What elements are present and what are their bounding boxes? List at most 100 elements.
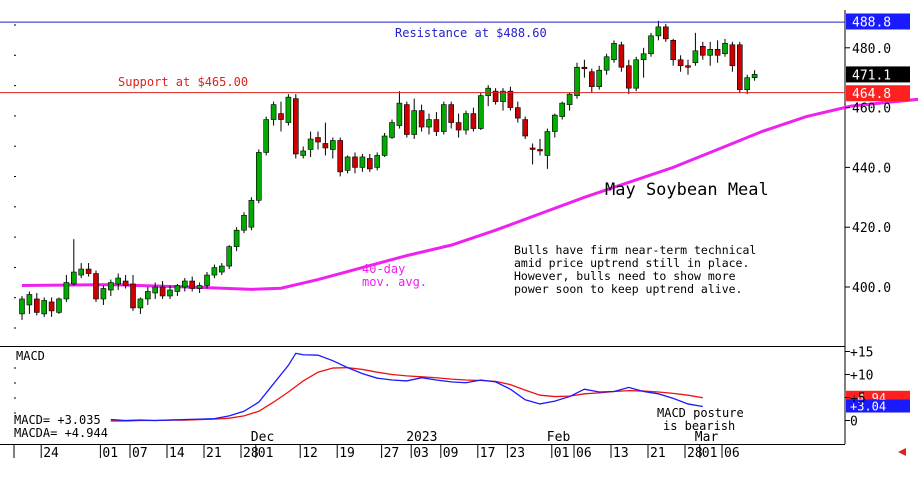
candle-body [78,268,84,276]
candle [196,282,203,293]
candle-body [63,282,70,300]
macd-panel: +4.94+3.04 [110,352,910,422]
candle-body [381,135,388,156]
macd-tick-label: +5 [850,392,866,407]
candle-body [670,40,677,61]
candle-body [108,282,114,291]
moving-average-line [21,97,918,291]
candle-body [182,280,188,288]
date-tick-label: 24 [43,446,59,461]
candle-body [714,48,721,56]
candle [670,38,677,66]
date-tick-label: 23 [509,446,525,461]
date-tick-label: 06 [576,446,592,461]
candle [655,20,662,41]
candle-body [574,66,580,96]
candle [71,239,77,286]
candle [714,40,721,63]
candle-body [529,147,536,150]
macd-flag: +3.04 [846,399,910,414]
candle [529,143,536,165]
candle [108,279,114,296]
candle [403,101,410,138]
candle-body [278,113,284,120]
candle-body [403,104,410,135]
macda-value-label: MACDA= +4.944 [14,426,108,440]
candle-body [492,90,499,102]
candle-body [463,113,469,131]
candle [63,275,70,302]
price-flag-box [846,13,910,30]
candle-body [692,50,699,64]
candle-body [418,110,425,128]
candle-body [648,35,654,55]
candle [411,98,418,139]
candle-body [219,265,225,273]
candle [219,263,225,276]
candle [448,101,455,129]
candle [477,92,484,131]
candle-body [736,44,743,90]
candle [344,155,351,174]
candle-body [26,294,33,306]
candle-body [448,104,455,123]
candle-body [263,119,270,153]
candle-body [329,140,336,150]
candle-body [470,113,477,129]
candle-body [285,96,292,123]
candle-body [677,59,684,67]
candle [544,128,551,169]
price-tick-label: 460.0 [852,102,891,117]
candle-body [596,69,603,87]
price-flag-box [846,66,910,83]
candle [85,263,92,277]
candle [381,133,388,157]
macd-tick-label: +15 [850,346,873,361]
candle [744,74,751,95]
price-flag: 471.1 [846,66,910,83]
candle [300,146,307,159]
candle [692,32,699,66]
candle-body [625,65,632,89]
candle-body [699,46,706,56]
candle-body [352,156,358,168]
date-tick-label: 12 [302,446,318,461]
candle-body [566,93,573,105]
candle [625,59,632,95]
candle [722,38,728,57]
date-tick-label: 19 [339,446,355,461]
candle [603,53,610,75]
date-tick-label: 21 [206,446,222,461]
candle [278,101,284,132]
candle-body [440,104,447,132]
candle-body [359,156,366,168]
candle-body [85,268,92,274]
candle [292,94,299,159]
candle [433,112,440,137]
price-tick-label: 440.0 [852,161,891,176]
price-flag-label: 464.8 [852,87,891,102]
candle-body [685,65,691,68]
candle [122,275,129,289]
candle [736,41,743,93]
candle [559,101,566,120]
candle-body [551,114,558,132]
candle-body [389,122,395,138]
price-flag: 488.8 [846,13,910,30]
candle-body [581,66,588,70]
scroll-left-arrow-icon[interactable] [898,448,906,456]
candle-body [115,277,121,285]
candle-body [159,286,166,297]
candle [48,297,55,317]
candle-body [145,291,151,300]
candle-body [71,271,77,285]
price-flag-box [846,85,910,102]
candle-body [396,102,403,126]
date-tick-label: 14 [169,446,185,461]
candle [359,153,366,172]
candle-body [270,104,277,120]
candle [507,86,514,111]
candle [352,152,358,174]
candle [662,23,669,42]
